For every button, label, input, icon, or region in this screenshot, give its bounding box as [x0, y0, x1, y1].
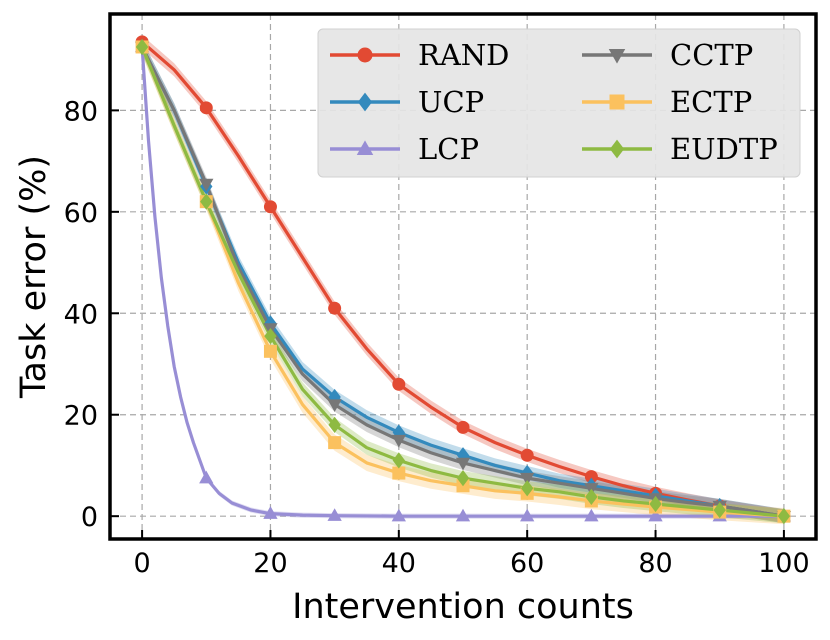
point-cctp	[327, 399, 342, 413]
point-cctp	[199, 178, 214, 192]
point-lcp	[199, 470, 214, 484]
y-axis-label: Task error (%)	[14, 155, 54, 399]
point-rand	[328, 301, 342, 315]
point-eudtp	[392, 452, 405, 469]
point-rand	[584, 470, 598, 484]
y-tick-label: 80	[64, 96, 98, 127]
point-eudtp	[135, 38, 149, 56]
point-rand	[456, 420, 470, 434]
y-tick-label: 60	[64, 198, 98, 229]
x-tick-label: 0	[133, 548, 150, 579]
legend-marker-cctp	[608, 49, 626, 64]
point-lcp	[263, 506, 278, 519]
legend-marker-ectp	[609, 94, 625, 110]
point-eudtp	[264, 327, 277, 345]
legend-marker-eudtp	[609, 139, 625, 159]
point-lcp	[584, 508, 599, 522]
legend-marker-lcp	[356, 140, 374, 155]
x-tick-label: 20	[253, 548, 287, 579]
point-rand	[392, 377, 406, 391]
point-ectp	[328, 436, 342, 450]
y-tick-label: 0	[81, 502, 98, 533]
plot-frame	[108, 12, 818, 541]
point-rand	[199, 101, 213, 115]
point-eudtp	[649, 495, 662, 513]
point-eudtp	[456, 470, 470, 487]
y-tick-label: 40	[64, 299, 98, 330]
point-eudtp	[200, 193, 213, 210]
legend-label-cctp: CCTP	[670, 38, 753, 72]
x-axis-label: Intervention counts	[292, 587, 634, 627]
point-eudtp	[777, 508, 791, 525]
marker-layer	[134, 35, 792, 525]
point-rand	[520, 448, 534, 462]
x-tick-label: 60	[510, 548, 544, 579]
legend-marker-rand	[357, 47, 373, 63]
line-lcp	[140, 46, 784, 518]
point-lcp	[455, 508, 471, 522]
legend-label-ucp: UCP	[418, 85, 484, 119]
x-tick-label: 80	[638, 548, 672, 579]
x-tick-label: 100	[758, 548, 810, 579]
point-ectp	[392, 466, 406, 480]
y-tick-label: 20	[64, 401, 98, 432]
point-lcp	[520, 508, 535, 522]
legend-label-rand: RAND	[418, 38, 509, 72]
legend: RAND UCP LCP CCTP ECTP EUDTP	[317, 28, 801, 178]
point-rand	[263, 200, 277, 214]
point-lcp	[327, 508, 342, 521]
legend-label-ectp: ECTP	[670, 85, 752, 119]
point-eudtp	[521, 480, 534, 497]
legend-box	[317, 28, 801, 178]
legend-marker-ucp	[357, 92, 373, 112]
point-lcp	[648, 508, 663, 522]
point-cctp	[520, 472, 535, 486]
point-lcp	[391, 508, 406, 522]
point-eudtp	[713, 501, 726, 519]
point-eudtp	[585, 488, 598, 506]
tick-layer: 0 20 40 60 80 100 0 20 40 60 80	[64, 96, 810, 579]
point-cctp	[455, 457, 471, 471]
legend-label-lcp: LCP	[418, 132, 479, 166]
x-tick-label: 40	[382, 548, 416, 579]
point-ectp	[263, 344, 277, 358]
legend-label-eudtp: EUDTP	[670, 132, 778, 166]
point-eudtp	[328, 416, 341, 433]
point-cctp	[391, 434, 406, 448]
